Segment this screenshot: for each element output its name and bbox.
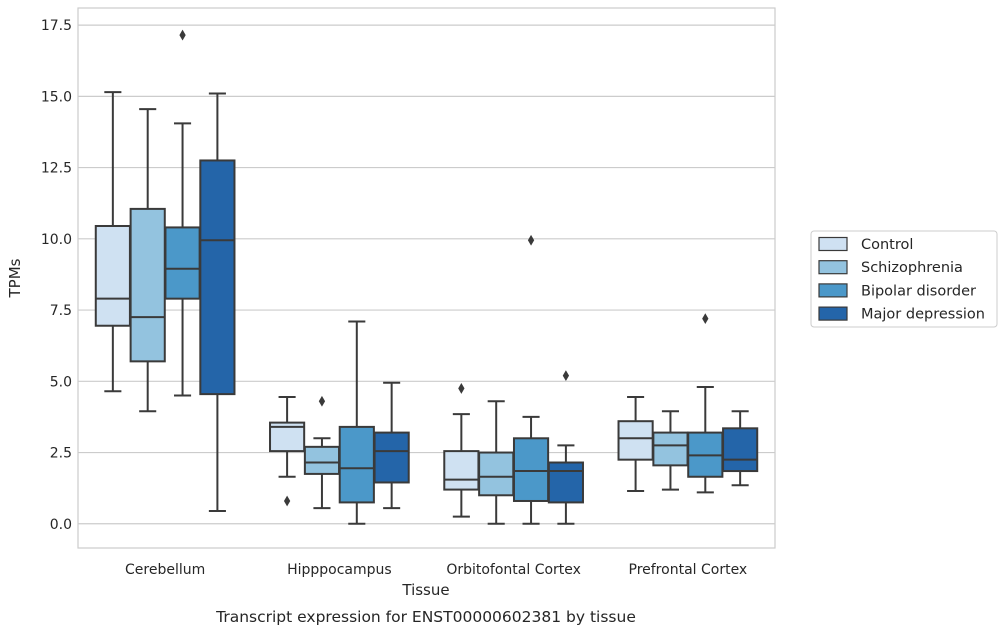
- x-tick-label: Prefrontal Cortex: [629, 562, 748, 578]
- x-tick-label: Hipppocampus: [287, 562, 392, 578]
- box-body: [303, 445, 341, 475]
- outlier-point: [702, 313, 709, 325]
- box-bipolar-disorder-2: [512, 234, 550, 525]
- legend-label: Bipolar disorder: [861, 283, 976, 299]
- y-tick-label: 7.5: [50, 303, 72, 319]
- box-body: [338, 425, 375, 504]
- legend-label: Major depression: [861, 307, 985, 323]
- boxes: [94, 29, 759, 525]
- box-body: [443, 450, 480, 491]
- box-major-depression-1: [373, 381, 410, 510]
- legend-swatch: [818, 260, 848, 275]
- y-tick-label: 10.0: [41, 232, 72, 248]
- box-body: [652, 431, 689, 467]
- legend-swatch: [818, 236, 848, 252]
- box-body: [722, 427, 759, 473]
- y-axis-label: TPMs: [6, 258, 24, 298]
- box-control-2: [443, 383, 480, 518]
- y-tick-label: 5.0: [50, 374, 72, 390]
- legend-swatch: [818, 306, 848, 321]
- figure-caption: Transcript expression for ENST0000060238…: [215, 608, 636, 626]
- box-body: [478, 451, 515, 497]
- x-tick-label: Cerebellum: [125, 562, 205, 578]
- box-schizophrenia-0: [129, 108, 166, 413]
- y-tick-label: 12.5: [41, 161, 72, 177]
- box-body: [199, 159, 236, 396]
- box-body: [129, 207, 166, 363]
- box-body: [547, 461, 584, 504]
- legend-frame: [810, 230, 998, 328]
- y-tick-label: 17.5: [41, 18, 72, 34]
- box-body: [373, 431, 410, 484]
- x-tick-label: Orbitofontal Cortex: [446, 562, 581, 578]
- box-bipolar-disorder-0: [164, 29, 201, 397]
- x-axis-label: Tissue: [401, 581, 449, 599]
- box-body: [94, 224, 131, 327]
- box-schizophrenia-3: [652, 410, 689, 491]
- legend: Control Schizophrenia Bipolar disorder Majo…: [810, 230, 998, 328]
- box-control-1: [269, 395, 306, 507]
- outlier-point: [562, 370, 570, 381]
- box-bipolar-disorder-3: [687, 313, 724, 494]
- y-axis-ticks: 0.0 2.5 5.0 7.5 10.0 12.5 15.0 17.5: [41, 18, 72, 533]
- box-control-0: [94, 91, 131, 393]
- box-major-depression-3: [722, 410, 759, 487]
- legend-label: Schizophrenia: [861, 260, 963, 276]
- box-control-3: [617, 395, 654, 493]
- box-major-depression-0: [199, 92, 236, 512]
- outlier-point: [527, 234, 535, 246]
- outlier-point: [318, 395, 326, 407]
- y-tick-label: 15.0: [41, 89, 72, 105]
- outlier-point: [283, 495, 291, 507]
- box-schizophrenia-2: [478, 400, 515, 525]
- y-tick-label: 0.0: [50, 517, 72, 533]
- x-axis-ticks: Cerebellum Hipppocampus Orbitofontal Corte…: [125, 562, 747, 578]
- box-body: [164, 226, 201, 300]
- box-major-depression-2: [547, 370, 584, 525]
- legend-swatch: [818, 283, 848, 298]
- legend-label: Control: [861, 237, 913, 253]
- box-schizophrenia-1: [303, 395, 341, 510]
- box-body: [512, 437, 550, 502]
- box-body: [617, 420, 654, 461]
- outlier-point: [458, 383, 465, 394]
- outlier-point: [179, 29, 186, 41]
- y-tick-label: 2.5: [50, 446, 72, 462]
